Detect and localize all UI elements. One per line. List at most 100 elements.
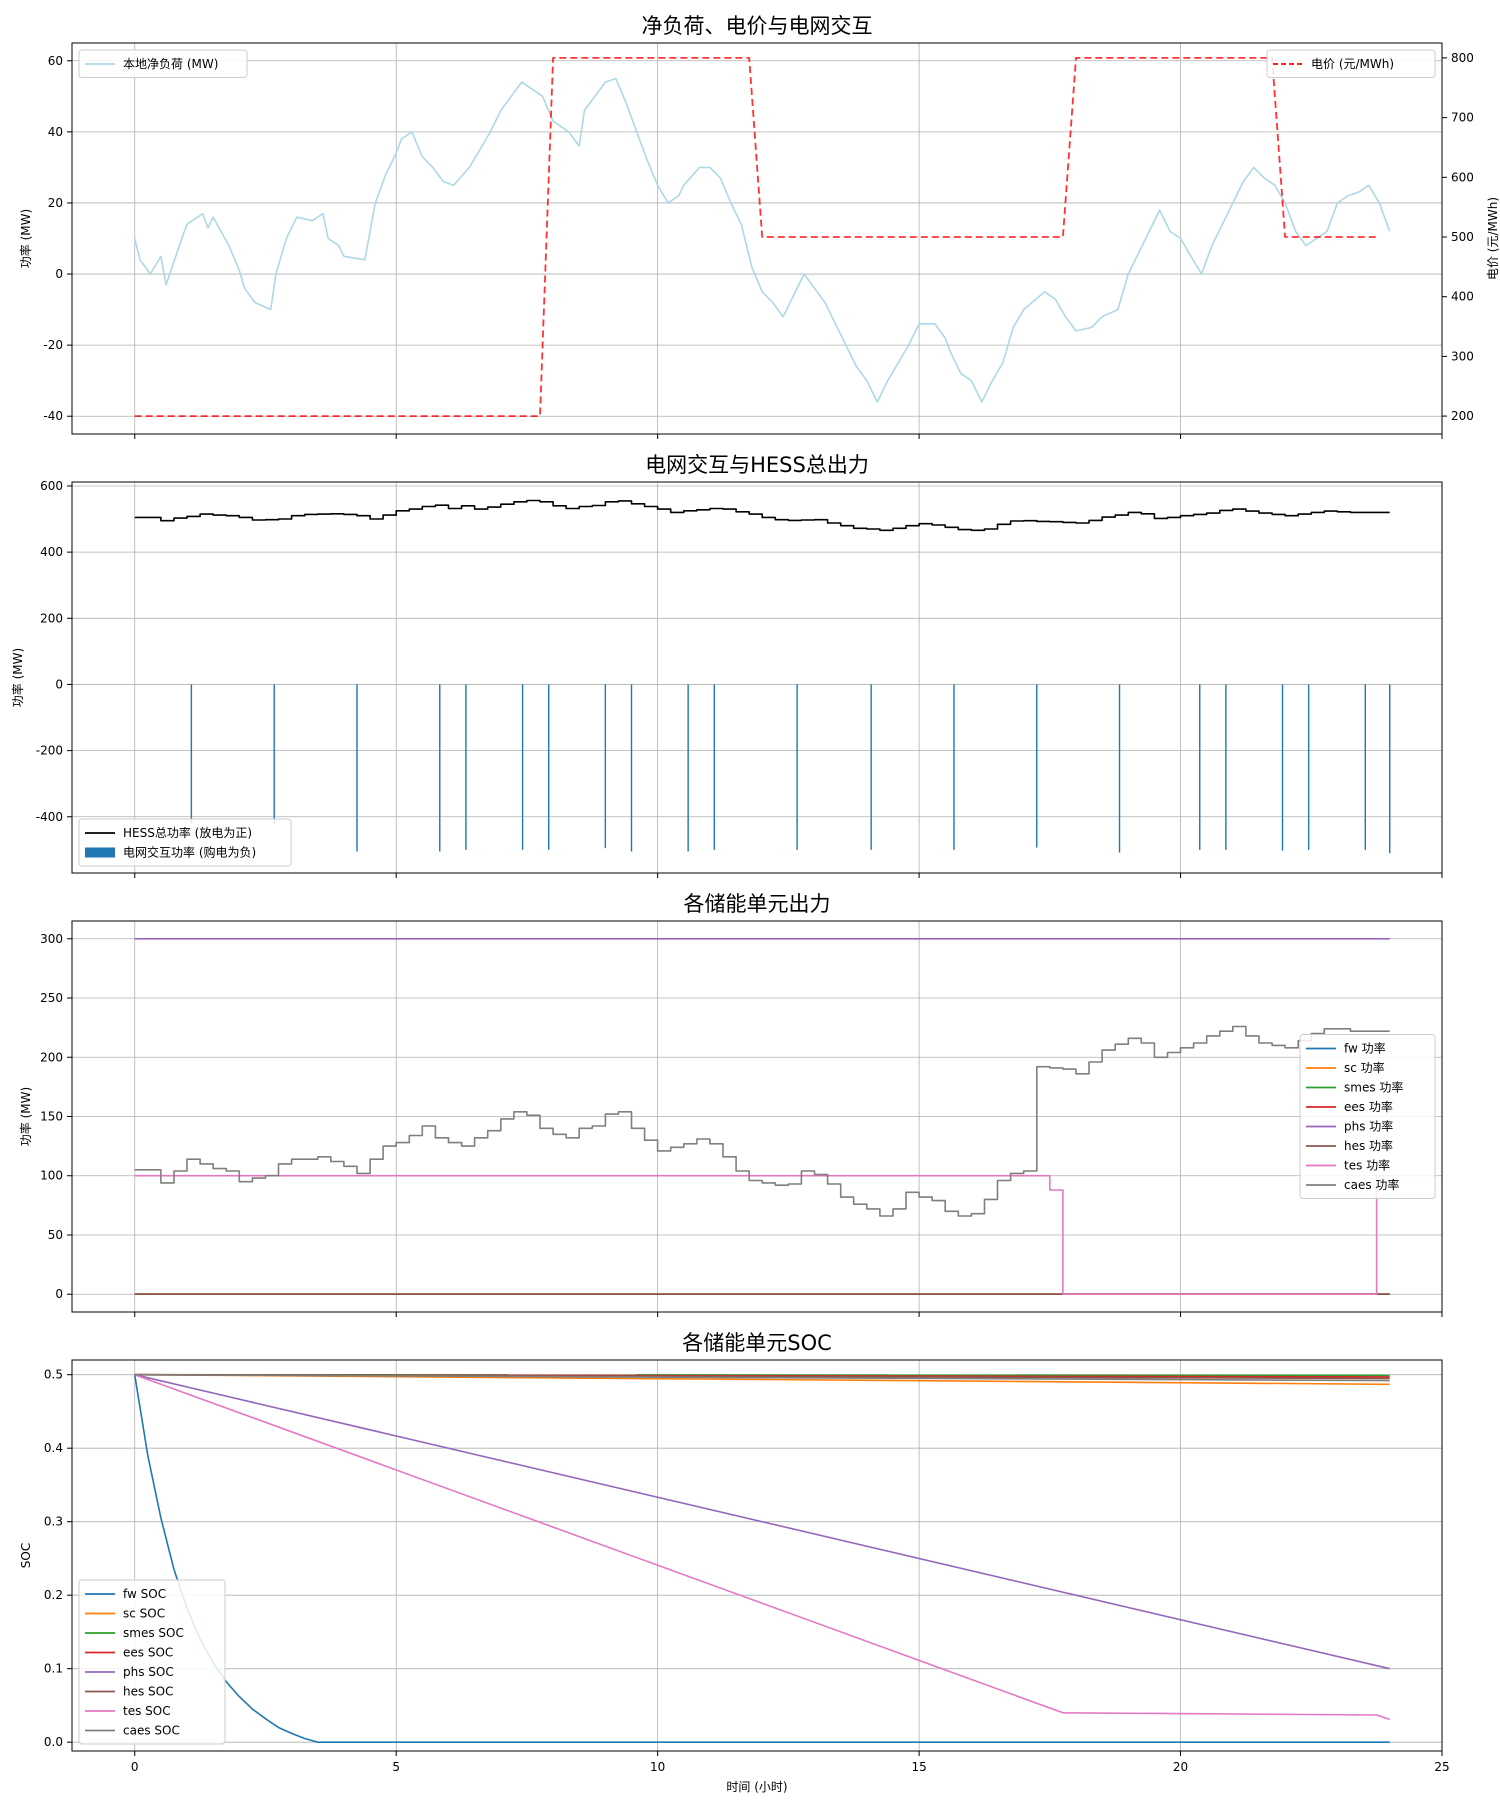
y2-tick-label: 200 [1451, 409, 1474, 423]
series-line-1 [133, 1374, 1390, 1743]
bar-mark [687, 684, 689, 852]
series-line-8 [134, 1373, 1390, 1382]
y-tick-label: 0.0 [44, 1735, 63, 1749]
legend: 本地净负荷 (MW) [78, 49, 248, 78]
legend-label: 电价 (元/MWh) [1311, 57, 1394, 71]
plot-frame [71, 481, 1443, 874]
y-tick-label: -400 [36, 810, 63, 824]
series-line-2 [134, 57, 1377, 417]
bar-mark [796, 684, 798, 850]
chart-title: 各储能单元SOC [682, 1331, 832, 1355]
y-tick-label: 250 [40, 991, 63, 1005]
chart-panel-1: -40 -20 0 20 40 60 200 300 400 500 600 700 800 电价 (元/… [18, 14, 1500, 439]
chart-title: 净负荷、电价与电网交互 [642, 14, 873, 38]
y-tick-label: 0.2 [44, 1588, 63, 1602]
y-axis-label: SOC [19, 1543, 33, 1568]
y-tick-label: 50 [48, 1228, 63, 1242]
bar-mark [1118, 684, 1121, 853]
y2-tick-label: 400 [1451, 290, 1474, 304]
y-tick-label: 0.4 [44, 1441, 63, 1455]
y-tick-label: 20 [48, 196, 63, 210]
y-tick-label: 600 [40, 479, 63, 493]
y-tick-label: 0.1 [44, 1662, 63, 1676]
y-tick-label: 0 [55, 677, 63, 691]
y2-axis-label: 电价 (元/MWh) [1486, 197, 1500, 280]
series-line-1 [134, 499, 1390, 532]
bar-mark [870, 684, 872, 850]
series-line-5 [134, 1373, 1390, 1670]
legend-label: fw 功率 [1344, 1041, 1386, 1056]
series-line-7 [134, 1373, 1390, 1721]
legend-label: ees SOC [123, 1646, 173, 1660]
y-tick-label: 100 [40, 1169, 63, 1183]
y2-tick-label: 600 [1451, 170, 1474, 184]
legend-label: 本地净负荷 (MW) [123, 57, 218, 71]
y-axis-label: 功率 (MW) [18, 209, 33, 268]
y-tick-label: 60 [48, 54, 63, 68]
bar-mark [190, 684, 193, 824]
legend-label: ees 功率 [1344, 1099, 1393, 1114]
bar-mark [1281, 684, 1284, 851]
y-tick-label: 300 [40, 932, 63, 946]
legend-label: caes 功率 [1344, 1177, 1399, 1192]
y2-tick-label: 300 [1451, 349, 1474, 363]
y2-tick-label: 700 [1451, 111, 1474, 125]
x-tick-label: 25 [1434, 1760, 1449, 1774]
x-tick-label: 15 [911, 1760, 926, 1774]
legend: fw 功率 sc 功率 smes 功率 ees 功率 phs 功率 hes 功率 tes 功… [1299, 1034, 1436, 1199]
y-axis-label: 功率 (MW) [18, 1087, 33, 1146]
bar-mark [521, 684, 524, 850]
y-tick-label: 0 [55, 1287, 63, 1301]
bar-mark [1225, 684, 1227, 850]
bar-mark [1364, 684, 1366, 850]
bar-mark [1036, 684, 1038, 848]
legend-box [78, 1579, 226, 1745]
legend-box [78, 818, 292, 867]
bar-mark [630, 684, 633, 852]
x-tick-label: 0 [131, 1760, 139, 1774]
legend-label: tes 功率 [1344, 1158, 1390, 1173]
y-tick-label: -40 [43, 409, 63, 423]
y-tick-label: -20 [43, 338, 63, 352]
x-tick-label: 5 [392, 1760, 400, 1774]
legend: 电价 (元/MWh) [1266, 49, 1436, 78]
bar-mark [273, 684, 275, 824]
legend-label: fw SOC [123, 1587, 166, 1601]
chart-panel-4: 0 5 10 15 20 25 0.0 0.1 0.2 0.3 0.4 0.5 各储能单元SOC SOC 时… [19, 1331, 1450, 1794]
bar-mark [713, 684, 715, 850]
legend-label: tes SOC [123, 1704, 171, 1718]
legend: HESS总功率 (放电为正) 电网交互功率 (购电为负) [78, 818, 292, 867]
x-tick-label: 20 [1173, 1760, 1188, 1774]
series-line-1 [133, 77, 1391, 403]
x-tick-label: 10 [650, 1760, 665, 1774]
y-tick-label: 0 [55, 267, 63, 281]
legend-label: sc 功率 [1344, 1060, 1385, 1075]
legend-label: smes SOC [123, 1626, 184, 1640]
legend-label: hes 功率 [1344, 1138, 1393, 1153]
y-tick-label: 150 [40, 1110, 63, 1124]
bar-mark [1307, 684, 1310, 850]
series-line-8 [134, 1025, 1390, 1217]
bar-mark [1389, 684, 1391, 854]
legend-label: phs SOC [123, 1665, 174, 1679]
bar-mark [953, 684, 955, 850]
bar-mark [439, 684, 441, 852]
y2-tick-label: 800 [1451, 51, 1474, 65]
x-axis-label: 时间 (小时) [726, 1780, 787, 1794]
y-tick-label: 0.5 [44, 1368, 63, 1382]
legend-label: sc SOC [123, 1607, 165, 1621]
bar-mark [548, 684, 550, 850]
y-tick-label: 0.3 [44, 1515, 63, 1529]
legend-label: caes SOC [123, 1724, 180, 1738]
y-tick-label: 200 [40, 1050, 63, 1064]
legend-label: hes SOC [123, 1685, 174, 1699]
legend-label: phs 功率 [1344, 1119, 1393, 1134]
y-axis-label: 功率 (MW) [10, 648, 25, 707]
chart-title: 各储能单元出力 [684, 892, 831, 916]
bar-mark [356, 684, 358, 852]
legend-box [1299, 1034, 1436, 1199]
